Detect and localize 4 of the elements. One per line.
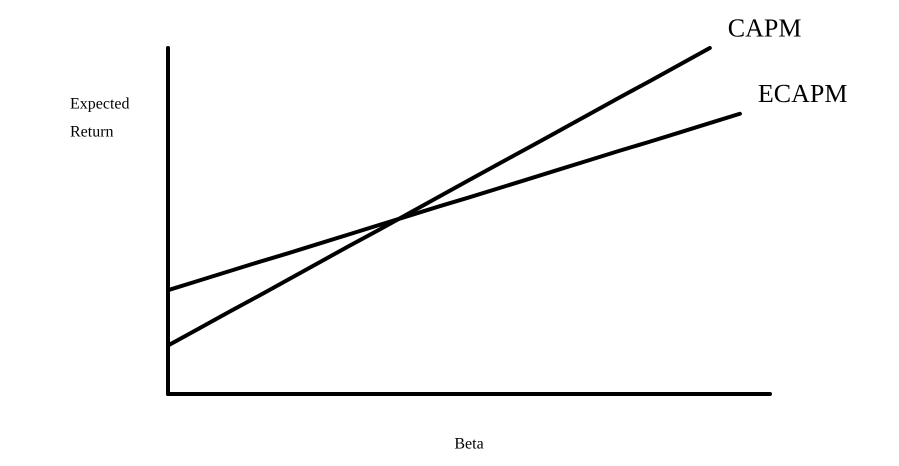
series-label: CAPM	[728, 14, 802, 42]
y-axis-title: Expected Return	[70, 96, 134, 140]
x-axis-title: Beta	[454, 436, 484, 452]
series-label: ECAPM	[758, 79, 848, 108]
